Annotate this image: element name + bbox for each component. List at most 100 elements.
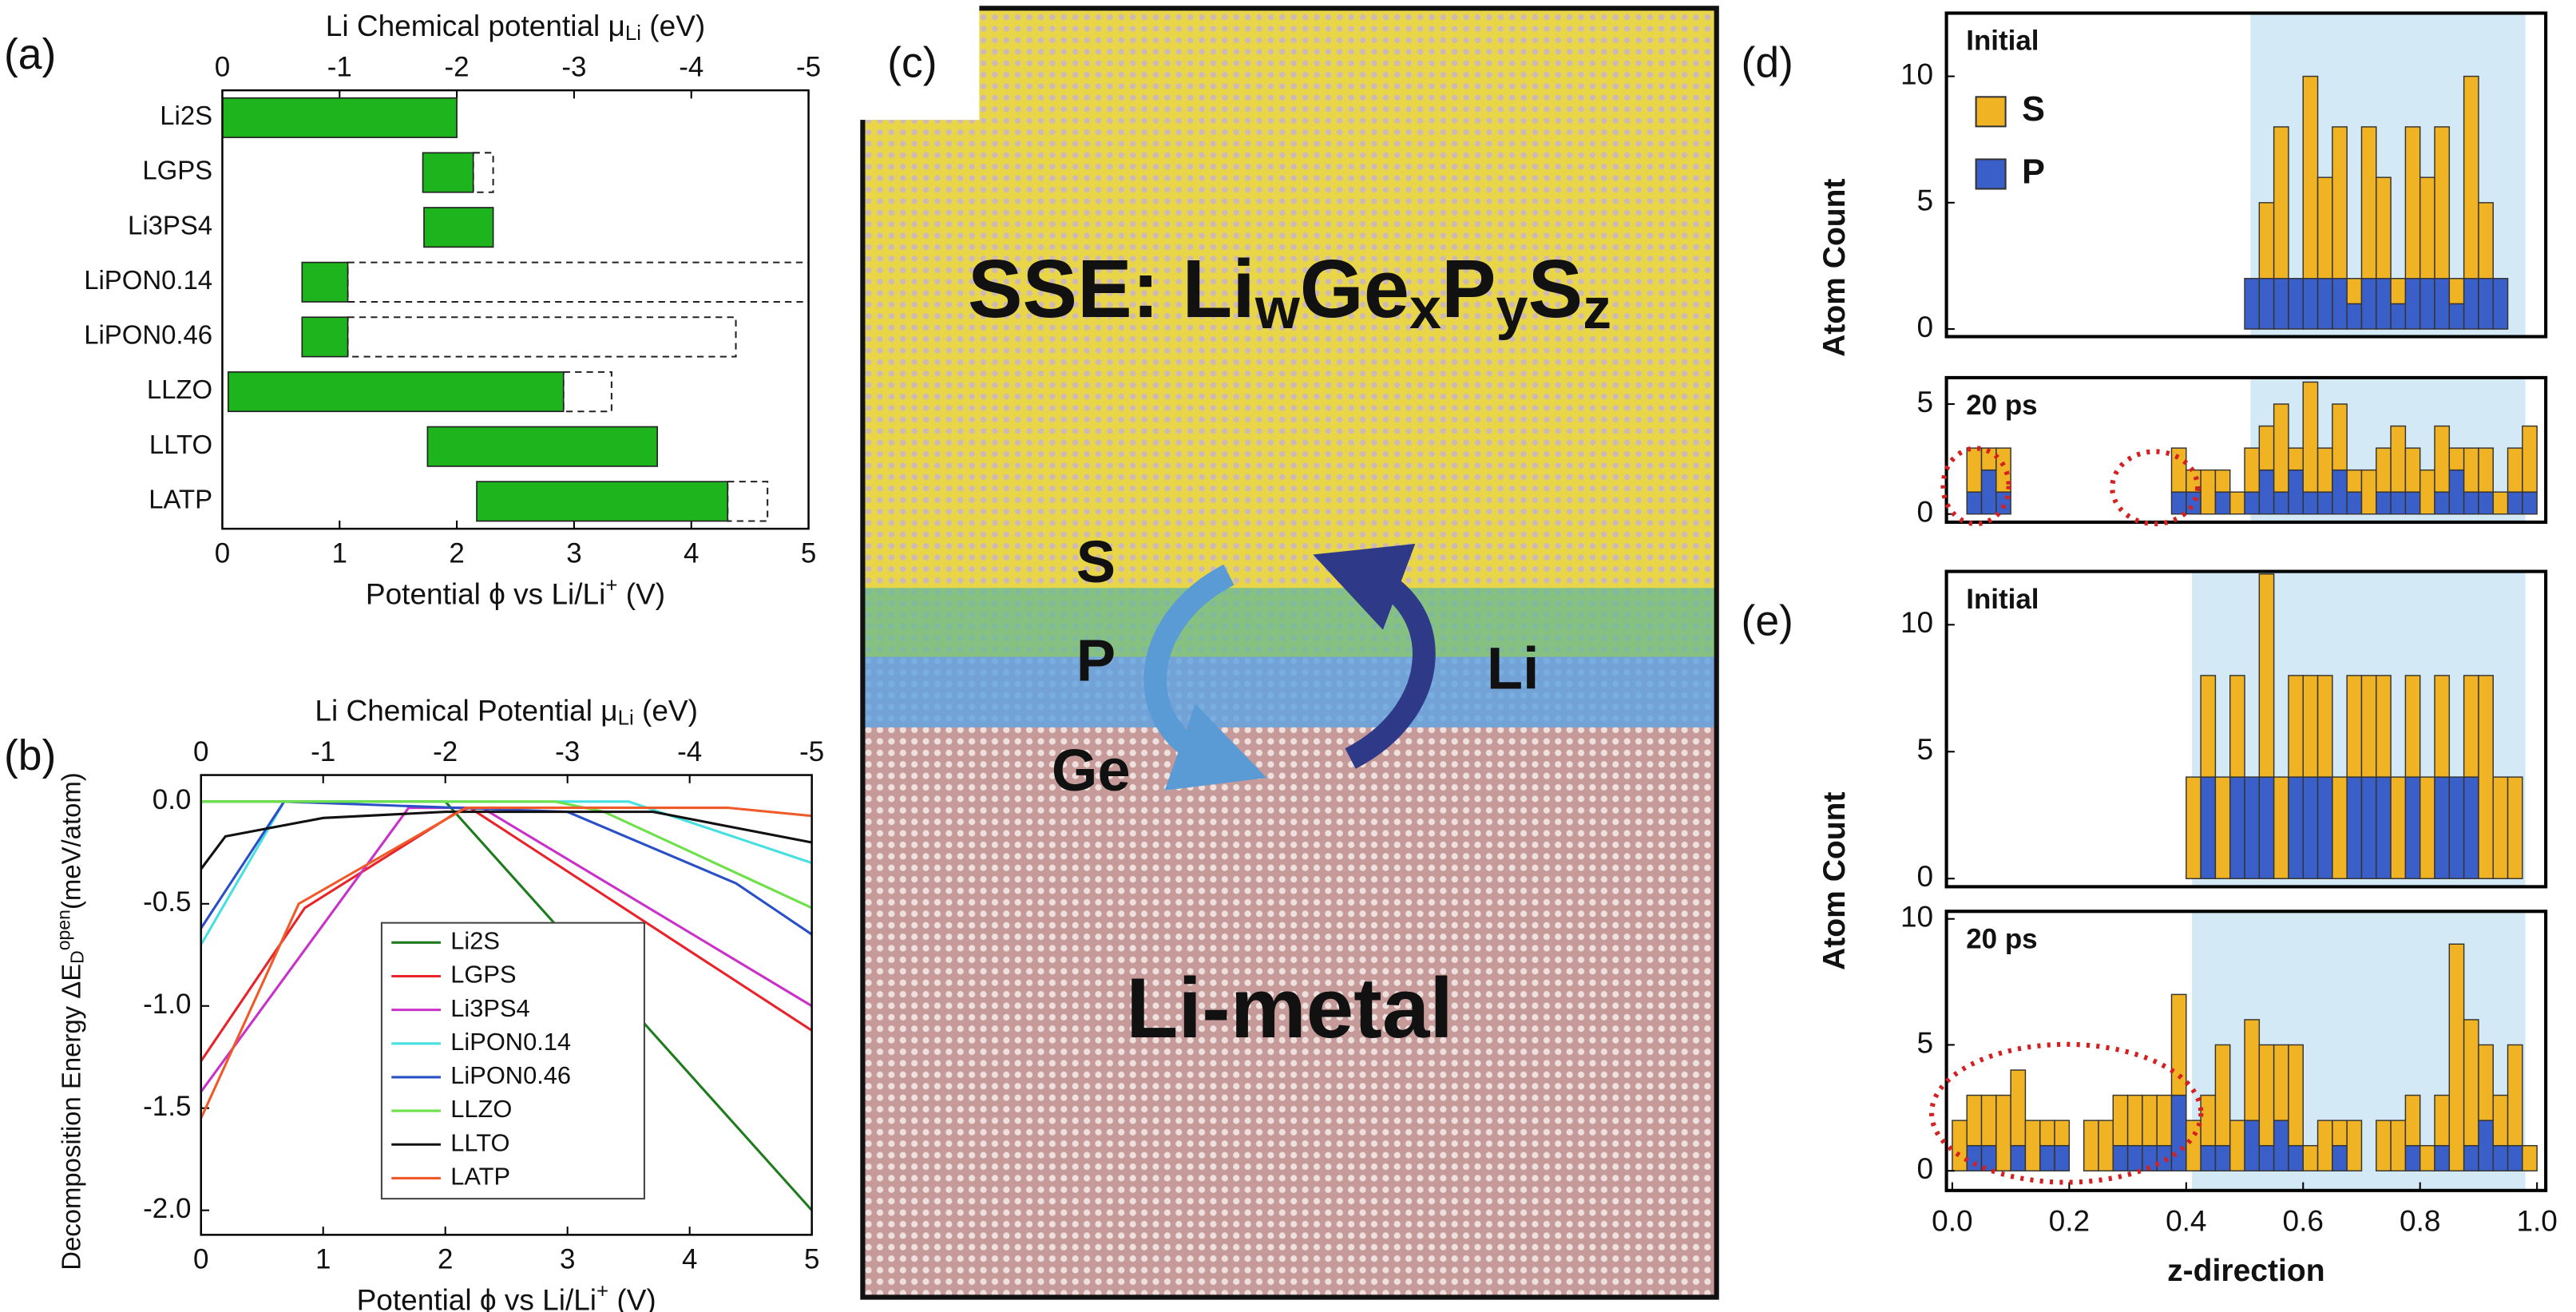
histogram-bar [2478, 202, 2494, 279]
legend-label: LGPS [450, 961, 516, 989]
label-part: w [1254, 277, 1301, 341]
histogram-bar [2448, 943, 2465, 1171]
label-part: z [1583, 277, 1611, 341]
label-part: Li [618, 707, 634, 729]
histogram-bar [2316, 776, 2333, 879]
category-label: Li3PS4 [128, 210, 212, 240]
histogram-bar [2390, 425, 2407, 493]
x2-tick-label: -4 [677, 736, 702, 767]
histogram-bar [2492, 491, 2509, 515]
histogram-bar [2316, 675, 2333, 778]
plot-frame [1944, 375, 2548, 524]
histogram-bar [1995, 447, 2011, 493]
histogram-bar [2346, 278, 2363, 305]
histogram-bar [2522, 425, 2538, 493]
series-line [200, 800, 813, 910]
histogram-bar [2332, 1120, 2348, 1147]
histogram-bar [2448, 776, 2465, 879]
histogram-bar [2316, 447, 2333, 493]
histogram-bar [2054, 1120, 2071, 1147]
x2-tick-label: -5 [796, 52, 821, 83]
histogram-bar [2170, 993, 2187, 1096]
histogram-bar [2054, 1144, 2071, 1171]
x-tick-label: 0.2 [2049, 1204, 2090, 1238]
histogram-bar [2332, 469, 2348, 515]
histogram-bar [2376, 447, 2392, 493]
histogram-bar [2419, 776, 2435, 879]
label-part: (meV/atom) [56, 772, 85, 910]
histogram-bar [2507, 447, 2523, 493]
panel-label: (a) [4, 31, 56, 78]
legend-swatch [1975, 158, 2007, 190]
notch [858, 3, 980, 121]
label-part: Li Chemical Potential μ [315, 693, 617, 727]
x-axis-label: z-direction [2167, 1254, 2325, 1288]
histogram-bar [2244, 491, 2261, 515]
panel-label: (c) [887, 39, 937, 86]
histogram-bar [2478, 447, 2494, 493]
frame [860, 6, 1719, 1300]
histogram-bar [2273, 1044, 2289, 1121]
y-axis-label: Decomposition Energy ΔEDopen(meV/atom) [53, 772, 87, 1270]
histogram-bar [2463, 278, 2479, 330]
histogram-bar [2448, 278, 2465, 305]
x-tick-label: 0.4 [2166, 1204, 2206, 1238]
histogram-bar [2404, 126, 2421, 279]
subplot-label: Initial [1966, 584, 2039, 615]
histogram-bar [2316, 278, 2333, 330]
category-label: Li2S [160, 101, 212, 130]
histogram-bar [2390, 303, 2407, 330]
sse-region [862, 8, 1717, 589]
histogram-bar [2434, 776, 2451, 879]
histogram-bar [2186, 776, 2201, 879]
histogram-bar [2463, 491, 2479, 515]
arrow-up [1313, 544, 1436, 769]
histogram-bar [2126, 1144, 2143, 1171]
histogram-bar [2214, 1044, 2231, 1147]
x-tick-label: 0 [215, 537, 230, 569]
y-tick-label: 0 [1917, 859, 1934, 893]
label-part: x [1409, 277, 1441, 341]
histogram-bar [2273, 126, 2289, 279]
x2-tick-label: -1 [327, 52, 352, 83]
y-tick-label: 0 [1917, 495, 1934, 529]
histogram-bar [2288, 469, 2304, 515]
histogram-bar [2316, 1120, 2333, 1171]
histogram-bar [2244, 1019, 2261, 1121]
histogram-bar [2156, 1094, 2173, 1147]
histogram-bar [2478, 278, 2494, 330]
label-part: (V) [617, 577, 665, 610]
x-tick-label: 0.0 [1932, 1204, 1972, 1238]
histogram-bar [2434, 278, 2451, 330]
stable-window [422, 152, 474, 193]
histogram-bar [2126, 1094, 2143, 1147]
histogram-bar [2404, 1144, 2421, 1171]
histogram-bar [2288, 278, 2304, 330]
x-tick-label: 4 [682, 1243, 697, 1274]
histogram-bar [2390, 491, 2407, 515]
histogram-bar [2273, 491, 2289, 515]
histogram-bar [2244, 1120, 2261, 1171]
x-tick-label: 3 [560, 1243, 575, 1274]
y-tick-label: 10 [1900, 57, 1933, 90]
stable-window [426, 426, 658, 467]
histogram-bar [2302, 491, 2319, 515]
histogram-bar [1966, 447, 1983, 493]
histogram-bar [2258, 573, 2275, 778]
histogram-bar [2404, 675, 2421, 778]
x2-tick-label: -5 [799, 736, 824, 767]
stable-window [423, 207, 494, 248]
subplot-label: Initial [1966, 26, 2039, 57]
histogram-bar [2507, 491, 2523, 515]
subplot-label: 20 ps [1966, 390, 2037, 421]
label-part: y [1496, 277, 1528, 341]
label-part: Potential ϕ vs Li/Li [357, 1282, 596, 1312]
y-tick-label: 5 [1917, 1025, 1934, 1059]
histogram-bar [2419, 176, 2435, 279]
histogram-bar [2273, 403, 2289, 493]
histogram-bar [2039, 1144, 2055, 1171]
stable-window [476, 481, 729, 522]
plot-frame [1944, 11, 2548, 339]
histogram-bar [2258, 776, 2275, 879]
x2-tick-label: -2 [433, 736, 458, 767]
